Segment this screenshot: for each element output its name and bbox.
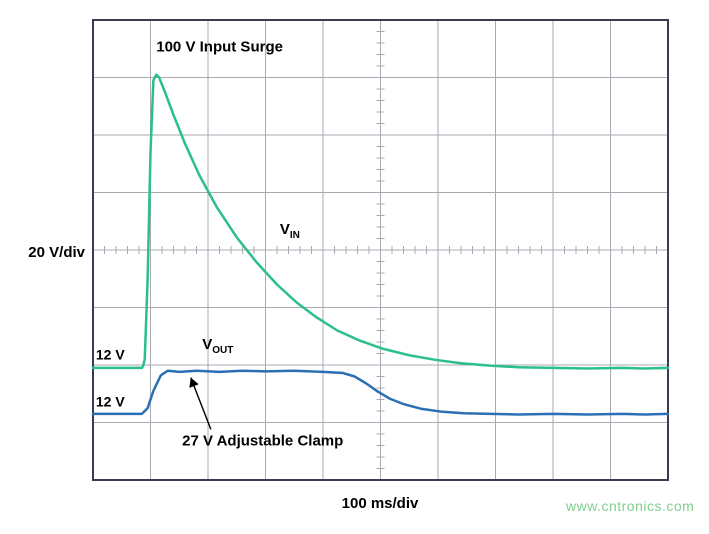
annotation-12v-vin: 12 V <box>96 346 125 362</box>
annotation-clamp-label: 27 V Adjustable Clamp <box>182 433 343 450</box>
annotation-surge-title: 100 V Input Surge <box>156 39 283 56</box>
y-axis-label: 20 V/div <box>0 244 85 261</box>
annotation-12v-vout: 12 V <box>96 393 125 409</box>
watermark: www.cntronics.com <box>566 498 694 514</box>
x-axis-label: 100 ms/div <box>300 495 460 512</box>
